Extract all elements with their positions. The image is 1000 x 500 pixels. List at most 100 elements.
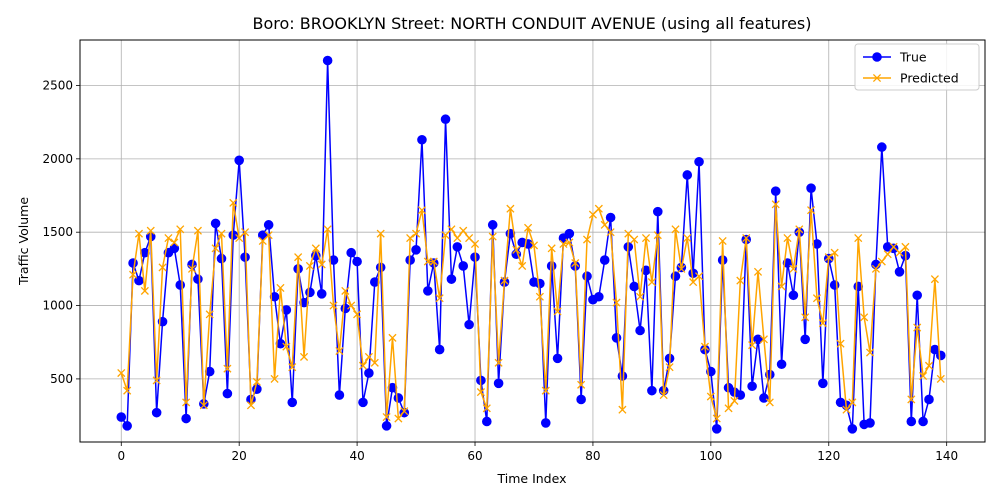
data-point-true bbox=[222, 388, 233, 399]
data-point-predicted bbox=[913, 323, 922, 332]
data-point-predicted bbox=[748, 341, 757, 350]
data-point-true bbox=[263, 220, 274, 230]
data-point-predicted bbox=[252, 377, 261, 386]
x-tick-label: 140 bbox=[935, 449, 958, 463]
data-point-true bbox=[935, 350, 946, 361]
data-point-true bbox=[328, 255, 339, 265]
data-point-predicted bbox=[152, 376, 161, 385]
data-point-true bbox=[647, 385, 657, 396]
data-point-true bbox=[234, 155, 244, 166]
data-point-true bbox=[918, 416, 928, 427]
data-point-true bbox=[181, 413, 191, 424]
data-point-predicted bbox=[134, 229, 144, 238]
data-point-predicted bbox=[388, 333, 397, 342]
data-point-predicted bbox=[347, 301, 356, 310]
data-point-predicted bbox=[877, 257, 886, 266]
data-point-true bbox=[381, 421, 392, 431]
data-point-predicted bbox=[724, 404, 733, 413]
data-point-predicted bbox=[459, 226, 468, 235]
data-point-true bbox=[446, 274, 457, 284]
data-point-predicted bbox=[482, 404, 491, 413]
data-point-true bbox=[735, 390, 746, 400]
data-point-true bbox=[865, 418, 875, 428]
data-point-true bbox=[122, 421, 132, 431]
data-point-predicted bbox=[494, 358, 503, 367]
data-point-true bbox=[670, 271, 681, 282]
data-point-true bbox=[482, 416, 492, 427]
data-point-predicted bbox=[789, 264, 798, 273]
x-tick-label: 120 bbox=[817, 449, 840, 463]
data-point-predicted bbox=[317, 260, 326, 269]
data-point-predicted bbox=[594, 204, 603, 213]
data-point-predicted bbox=[353, 310, 362, 319]
data-point-predicted bbox=[417, 206, 427, 215]
data-point-predicted bbox=[311, 244, 320, 253]
data-point-predicted bbox=[400, 407, 409, 416]
data-point-true bbox=[877, 142, 887, 152]
data-point-predicted bbox=[677, 264, 686, 273]
series-line-predicted bbox=[120, 202, 942, 420]
data-point-predicted bbox=[476, 388, 485, 397]
data-point-predicted bbox=[795, 225, 804, 234]
data-point-predicted bbox=[411, 229, 421, 238]
data-point-true bbox=[912, 290, 922, 301]
data-point-predicted bbox=[606, 228, 615, 237]
data-point-predicted bbox=[842, 405, 851, 414]
data-point-predicted bbox=[924, 361, 934, 370]
data-point-true bbox=[116, 412, 127, 422]
data-point-true bbox=[924, 394, 934, 405]
data-point-predicted bbox=[123, 386, 132, 395]
data-point-true bbox=[375, 262, 386, 273]
data-point-true bbox=[770, 186, 781, 196]
data-point-predicted bbox=[187, 264, 197, 273]
data-point-predicted bbox=[164, 234, 173, 243]
data-point-true bbox=[776, 359, 787, 370]
data-point-predicted bbox=[730, 396, 739, 405]
data-point-predicted bbox=[771, 200, 780, 209]
data-point-true bbox=[305, 287, 315, 298]
data-point-true bbox=[894, 267, 905, 277]
data-point-predicted bbox=[559, 239, 568, 248]
data-point-true bbox=[594, 291, 604, 302]
data-point-predicted bbox=[541, 386, 550, 395]
data-point-predicted bbox=[447, 225, 456, 234]
data-point-predicted bbox=[854, 234, 863, 243]
data-point-true bbox=[393, 393, 404, 403]
data-point-true bbox=[652, 206, 663, 217]
data-point-predicted bbox=[382, 412, 391, 422]
data-point-true bbox=[316, 289, 327, 299]
data-point-predicted bbox=[736, 276, 745, 285]
data-point-predicted bbox=[518, 261, 527, 271]
data-point-true bbox=[352, 256, 362, 267]
data-point-predicted bbox=[807, 206, 816, 215]
data-point-predicted bbox=[865, 348, 875, 357]
x-tick-label: 0 bbox=[117, 449, 125, 463]
data-point-true bbox=[169, 243, 180, 254]
data-point-predicted bbox=[871, 264, 880, 273]
data-point-true bbox=[287, 397, 298, 408]
data-point-true bbox=[906, 416, 917, 427]
data-point-predicted bbox=[641, 234, 651, 243]
data-point-true bbox=[452, 242, 463, 252]
data-point-predicted bbox=[577, 380, 586, 389]
x-tick-label: 100 bbox=[699, 449, 722, 463]
data-point-predicted bbox=[553, 307, 562, 316]
data-point-true bbox=[635, 325, 645, 336]
data-point-predicted bbox=[818, 319, 827, 328]
data-point-predicted bbox=[694, 272, 704, 281]
data-point-predicted bbox=[512, 245, 521, 254]
data-point-predicted bbox=[217, 229, 226, 238]
y-tick-label: 500 bbox=[50, 372, 73, 386]
data-point-predicted bbox=[612, 298, 621, 307]
data-point-predicted bbox=[742, 234, 751, 243]
data-point-predicted bbox=[618, 405, 627, 414]
data-point-true bbox=[629, 281, 640, 292]
data-point-true bbox=[440, 114, 451, 125]
data-point-true bbox=[175, 280, 186, 290]
data-point-predicted bbox=[759, 335, 768, 344]
data-point-predicted bbox=[182, 398, 191, 407]
data-point-predicted bbox=[264, 231, 273, 240]
data-point-true bbox=[417, 134, 427, 145]
data-point-predicted bbox=[706, 392, 715, 401]
